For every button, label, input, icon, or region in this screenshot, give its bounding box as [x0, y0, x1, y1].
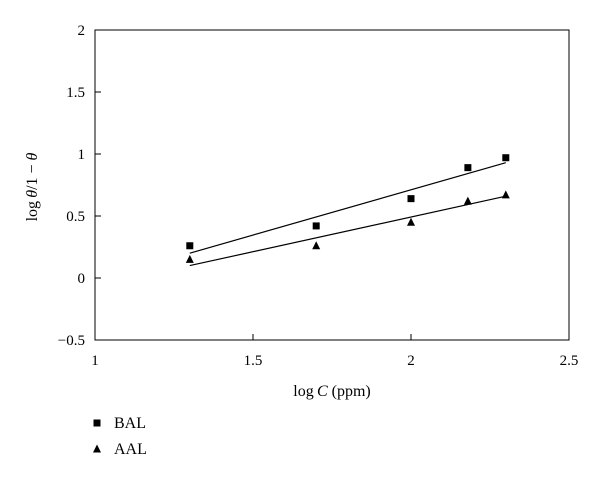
- y-tick-label: 1: [78, 147, 86, 163]
- x-tick-label: 2.5: [560, 353, 579, 369]
- x-tick-label: 2: [407, 353, 415, 369]
- axes: 1 1.5 2 2.5 −0.5 0 0.5 1 1.5 2: [58, 23, 579, 369]
- bal-legend-label: BAL: [114, 415, 146, 432]
- bal-data-point: [502, 154, 510, 162]
- plot-area: [185, 154, 510, 267]
- x-axis-title-unit: (ppm): [328, 383, 371, 400]
- aal-data-point: [463, 196, 472, 205]
- x-axis-title-variable: C: [317, 383, 328, 400]
- aal-data-point: [312, 241, 321, 250]
- aal-data-point: [185, 254, 194, 263]
- x-tick-label: 1.5: [244, 353, 263, 369]
- aal-legend-label: AAL: [114, 441, 147, 458]
- x-axis-title: log C (ppm): [293, 383, 370, 400]
- bal-data-point: [312, 222, 320, 230]
- x-axis-title-prefix: log: [293, 383, 317, 400]
- y-axis-title-variable-2: θ: [24, 152, 41, 160]
- y-tick-label: −0.5: [58, 333, 85, 349]
- y-tick-label: 1.5: [66, 85, 85, 101]
- y-axis-title-prefix: log: [24, 198, 41, 222]
- y-tick-label: 2: [78, 23, 86, 39]
- legend: BAL AAL: [93, 415, 147, 458]
- aal-fit-line: [189, 195, 506, 267]
- bal-data-point: [464, 164, 472, 172]
- aal-legend-marker: [93, 444, 101, 453]
- bal-legend-marker: [93, 419, 101, 427]
- bal-fit-line: [189, 162, 506, 254]
- y-axis-title-middle: /1 −: [24, 160, 41, 189]
- y-axis-title-variable: θ: [24, 190, 41, 198]
- y-tick-label: 0: [78, 271, 86, 287]
- plot-frame: [94, 29, 570, 341]
- y-axis-title: log θ/1 − θ: [24, 152, 41, 221]
- aal-data-point: [501, 190, 510, 199]
- y-tick-label: 0.5: [66, 209, 85, 225]
- aal-data-point: [407, 217, 415, 226]
- bal-data-point: [407, 195, 415, 203]
- bal-data-point: [186, 242, 194, 250]
- x-tick-label: 1: [91, 353, 99, 369]
